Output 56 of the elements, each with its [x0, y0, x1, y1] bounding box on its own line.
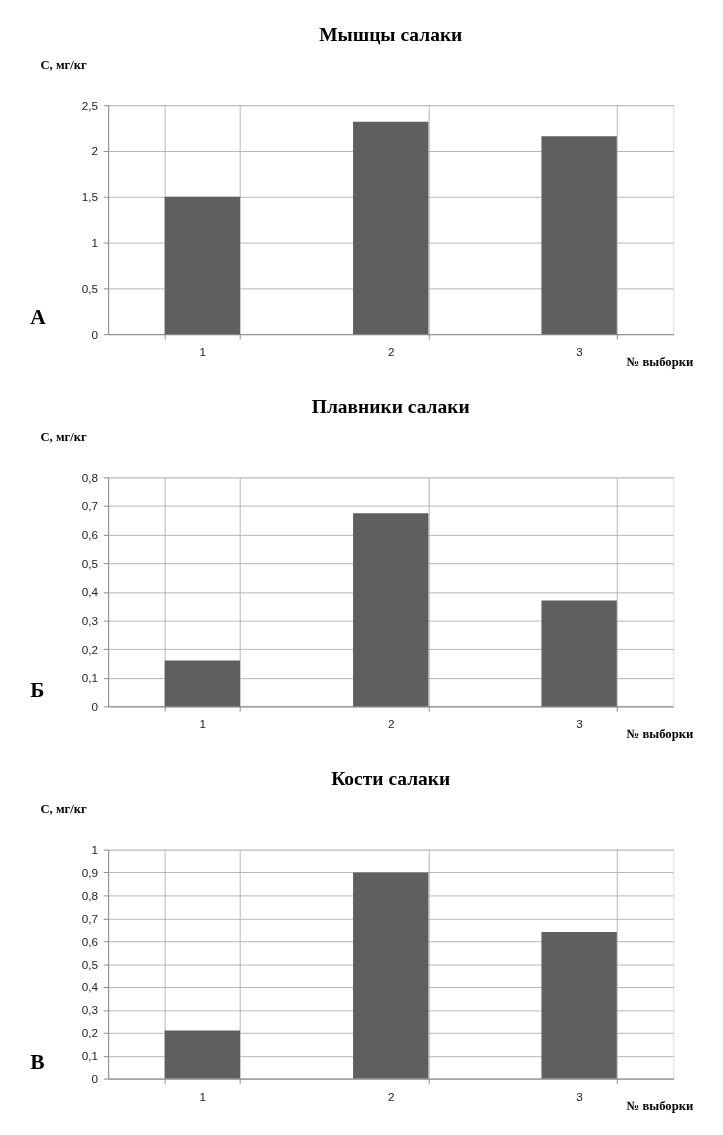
text: Б [30, 677, 45, 702]
y-tick-label: 0 [91, 699, 99, 713]
chart-title: Мышцы салаки [319, 23, 463, 45]
y-tick-label: 2,5 [81, 98, 99, 112]
x-tick-label: 3 [576, 717, 583, 731]
bar [541, 600, 617, 707]
y-tick-label: 0,5 [81, 957, 99, 971]
y-tick-label: 0,4 [81, 585, 99, 599]
bar [164, 1030, 241, 1079]
x-tick-label: 2 [387, 345, 395, 359]
y-tick-label: 0,3 [81, 613, 98, 627]
x-tick-label: 2 [387, 1089, 395, 1103]
y-tick-label: 0,6 [81, 528, 98, 542]
text: В [30, 1049, 45, 1074]
chart-title: Плавники салаки [311, 396, 470, 418]
bar [353, 121, 429, 335]
bar [164, 660, 241, 707]
x-tick-label: 3 [576, 1089, 583, 1103]
y-tick-label: 0 [91, 327, 99, 341]
bar [353, 513, 429, 707]
y-axis-title: С, мг/кг [40, 429, 88, 444]
text: А [30, 305, 47, 330]
y-tick-label: 0,5 [81, 281, 99, 295]
y-axis-title: С, мг/кг [40, 57, 88, 72]
y-tick-label: 0,3 [81, 1003, 98, 1017]
x-axis-title: № выборки [626, 1099, 694, 1114]
y-tick-label: 0,2 [81, 1026, 98, 1040]
x-tick-label: 1 [199, 717, 207, 731]
y-tick-label: 0,5 [81, 556, 99, 570]
x-tick-label: 1 [199, 345, 207, 359]
y-tick-label: 0,7 [81, 499, 98, 513]
chart-title: Кости салаки [331, 768, 451, 790]
y-tick-label: 0,8 [81, 470, 98, 484]
y-tick-label: 0,7 [81, 911, 98, 925]
y-tick-label: 2 [91, 144, 98, 158]
y-tick-label: 0,1 [81, 671, 98, 685]
bar [164, 196, 241, 335]
y-tick-label: 0 [91, 1071, 99, 1085]
x-tick-label: 3 [576, 345, 583, 359]
x-tick-label: 2 [387, 717, 395, 731]
y-tick-label: 0,1 [81, 1049, 98, 1063]
y-tick-label: 0,6 [81, 934, 98, 948]
y-tick-label: 0,4 [81, 980, 99, 994]
y-tick-label: 0,9 [81, 865, 98, 879]
bar [353, 872, 429, 1079]
bar [541, 932, 617, 1079]
x-tick-label: 1 [199, 1089, 207, 1103]
y-tick-label: 1 [91, 235, 98, 249]
bar [541, 136, 617, 335]
y-tick-label: 0,8 [81, 888, 98, 902]
y-tick-label: 1 [91, 843, 98, 857]
x-axis-title: № выборки [626, 727, 694, 742]
y-tick-label: 0,2 [81, 642, 98, 656]
y-tick-label: 1,5 [81, 190, 99, 204]
y-axis-title: С, мг/кг [40, 802, 88, 817]
x-axis-title: № выборки [626, 354, 694, 369]
